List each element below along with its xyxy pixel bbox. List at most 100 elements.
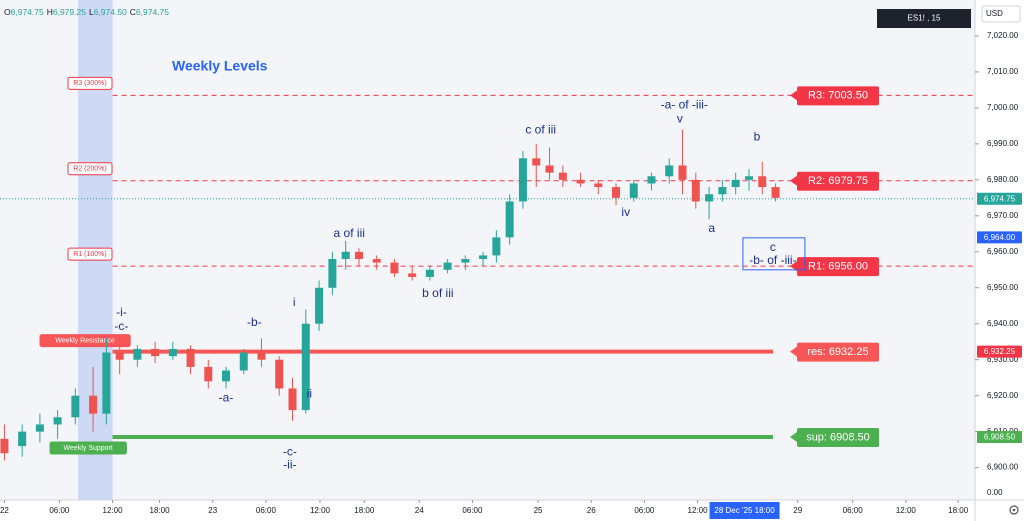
candle-body: [758, 176, 767, 188]
x-tick-label: 06:00: [843, 506, 864, 515]
crosshair-tag: [709, 502, 780, 519]
level-tag: [797, 257, 879, 277]
x-tick-label: 06:00: [256, 506, 277, 515]
candle-body: [315, 287, 324, 324]
candle-body: [354, 251, 363, 259]
wave-label: ii: [307, 386, 312, 400]
candle-body: [275, 359, 284, 389]
wave-label: -b- of -iii-: [749, 253, 796, 267]
settings-icon[interactable]: [1009, 505, 1019, 515]
y-tick-label: 6,980.00: [987, 175, 1019, 184]
y-tick-label: 6,960.00: [987, 247, 1019, 256]
wave-label: c of iii: [525, 122, 556, 136]
level-tag: [797, 428, 879, 448]
ohlc-value: 6,974.50: [94, 7, 127, 17]
level-name: R1 (100%): [73, 251, 106, 258]
candle-body: [204, 366, 213, 382]
candle-body: [257, 352, 266, 360]
level-name-tag: [67, 162, 113, 176]
level-tag: [797, 86, 879, 106]
candle-body: [576, 179, 585, 184]
level-name-tag: [49, 441, 127, 455]
level-tag-arrow: [790, 261, 797, 272]
wave-label: a: [708, 221, 715, 235]
ohlc-header: O6,974.75 H6,979.25 L6,974.50 C6,974.75: [4, 7, 169, 17]
candle-body: [408, 273, 417, 277]
x-tick-label: 26: [587, 506, 596, 515]
wave-label: -ii-: [283, 458, 296, 472]
candle-body: [771, 187, 780, 198]
level-name: R2 (200%): [73, 166, 106, 173]
candle-body: [691, 179, 700, 202]
candle-body: [718, 187, 727, 195]
level-name: R3 (300%): [73, 80, 106, 87]
candle-body: [186, 348, 195, 367]
candle-body: [35, 424, 44, 432]
candle-body: [492, 237, 501, 256]
candle-body: [505, 201, 514, 238]
currency[interactable]: USD: [986, 9, 1003, 18]
candle-body: [647, 176, 656, 184]
candle-body: [731, 179, 740, 188]
price-tag: [977, 192, 1022, 205]
candle-body: [705, 194, 714, 202]
ohlc-value: 6,974.75: [136, 7, 169, 17]
level-tag-label: sup: 6908.50: [806, 431, 870, 443]
crosshair-label: 28 Dec '25 18:00: [714, 506, 775, 515]
y-tick-label: 6,930.00: [987, 355, 1019, 364]
y-tick-label: 6,970.00: [987, 211, 1019, 220]
candle-body: [479, 255, 488, 259]
x-tick-label: 25: [534, 506, 543, 515]
candle-body: [53, 417, 62, 425]
x-tick-label: 18:00: [150, 506, 171, 515]
y-tick-label: 6,990.00: [987, 139, 1019, 148]
wave-label: -a-: [219, 391, 234, 405]
candle-body: [612, 187, 621, 198]
candle-body: [594, 183, 603, 188]
level-tag-arrow: [790, 90, 797, 101]
level-tag-label: R3: 7003.50: [808, 90, 868, 102]
ohlc-value: 6,974.75: [11, 7, 44, 17]
level-tag-arrow: [790, 432, 797, 443]
candle-body: [545, 165, 554, 173]
y-tick-label: 6,940.00: [987, 319, 1019, 328]
candle-body: [18, 431, 27, 447]
x-tick-label: 18:00: [354, 506, 375, 515]
price-tag-label: 6,974.75: [984, 194, 1016, 203]
y-axis-bottom-label: 0.00: [987, 488, 1003, 497]
candle-body: [518, 158, 527, 202]
chart-title: Weekly Levels: [172, 58, 268, 74]
x-tick-label: 18:00: [948, 506, 969, 515]
x-tick-label: 24: [415, 506, 424, 515]
candle-body: [239, 352, 248, 371]
price-tag-label: 6,964.00: [984, 233, 1016, 242]
candle-body: [328, 258, 337, 288]
y-tick-label: 7,020.00: [987, 31, 1019, 40]
candle-body: [532, 158, 541, 166]
wave-label: a of iii: [334, 226, 365, 240]
candle-body: [133, 348, 142, 360]
x-tick-label: 12:00: [103, 506, 124, 515]
x-tick-label: 06:00: [49, 506, 70, 515]
symbol[interactable]: ES1! , 15: [908, 14, 941, 23]
y-tick-label: 6,920.00: [987, 391, 1019, 400]
level-tag: [797, 171, 879, 191]
level-name-tag: [67, 247, 113, 261]
currency-button[interactable]: [981, 5, 1021, 23]
level-name: Weekly Resistance: [55, 337, 115, 344]
candle-body: [443, 262, 452, 270]
level-name-tag: [67, 76, 113, 90]
price-tag: [977, 231, 1022, 244]
candle-body: [558, 172, 567, 180]
x-tick-label: 12:00: [896, 506, 917, 515]
x-tick-label: 29: [793, 506, 802, 515]
symbol-box[interactable]: [877, 9, 971, 28]
level-tag-label: R1: 6956.00: [808, 261, 868, 273]
candle-body: [461, 258, 470, 263]
wave-label: i: [293, 295, 296, 309]
y-tick-label: 6,950.00: [987, 283, 1019, 292]
wave-label: iv: [621, 205, 630, 219]
candle-body: [115, 352, 124, 360]
candle-body: [222, 370, 231, 382]
